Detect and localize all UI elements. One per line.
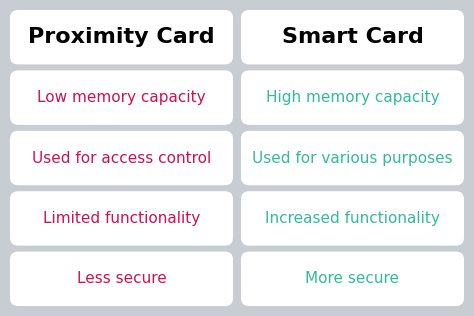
FancyBboxPatch shape xyxy=(241,131,464,185)
FancyBboxPatch shape xyxy=(10,131,233,185)
Text: Low memory capacity: Low memory capacity xyxy=(37,90,206,105)
FancyBboxPatch shape xyxy=(241,10,464,64)
Text: Limited functionality: Limited functionality xyxy=(43,211,200,226)
FancyBboxPatch shape xyxy=(10,10,233,64)
Text: Used for access control: Used for access control xyxy=(32,150,211,166)
FancyBboxPatch shape xyxy=(241,191,464,246)
FancyBboxPatch shape xyxy=(241,70,464,125)
Text: More secure: More secure xyxy=(306,271,400,286)
Text: Increased functionality: Increased functionality xyxy=(265,211,440,226)
FancyBboxPatch shape xyxy=(10,70,233,125)
Text: Used for various purposes: Used for various purposes xyxy=(252,150,453,166)
Text: Less secure: Less secure xyxy=(77,271,166,286)
FancyBboxPatch shape xyxy=(10,252,233,306)
Text: Proximity Card: Proximity Card xyxy=(28,27,215,47)
Text: Smart Card: Smart Card xyxy=(282,27,423,47)
Text: High memory capacity: High memory capacity xyxy=(266,90,439,105)
FancyBboxPatch shape xyxy=(10,191,233,246)
FancyBboxPatch shape xyxy=(241,252,464,306)
